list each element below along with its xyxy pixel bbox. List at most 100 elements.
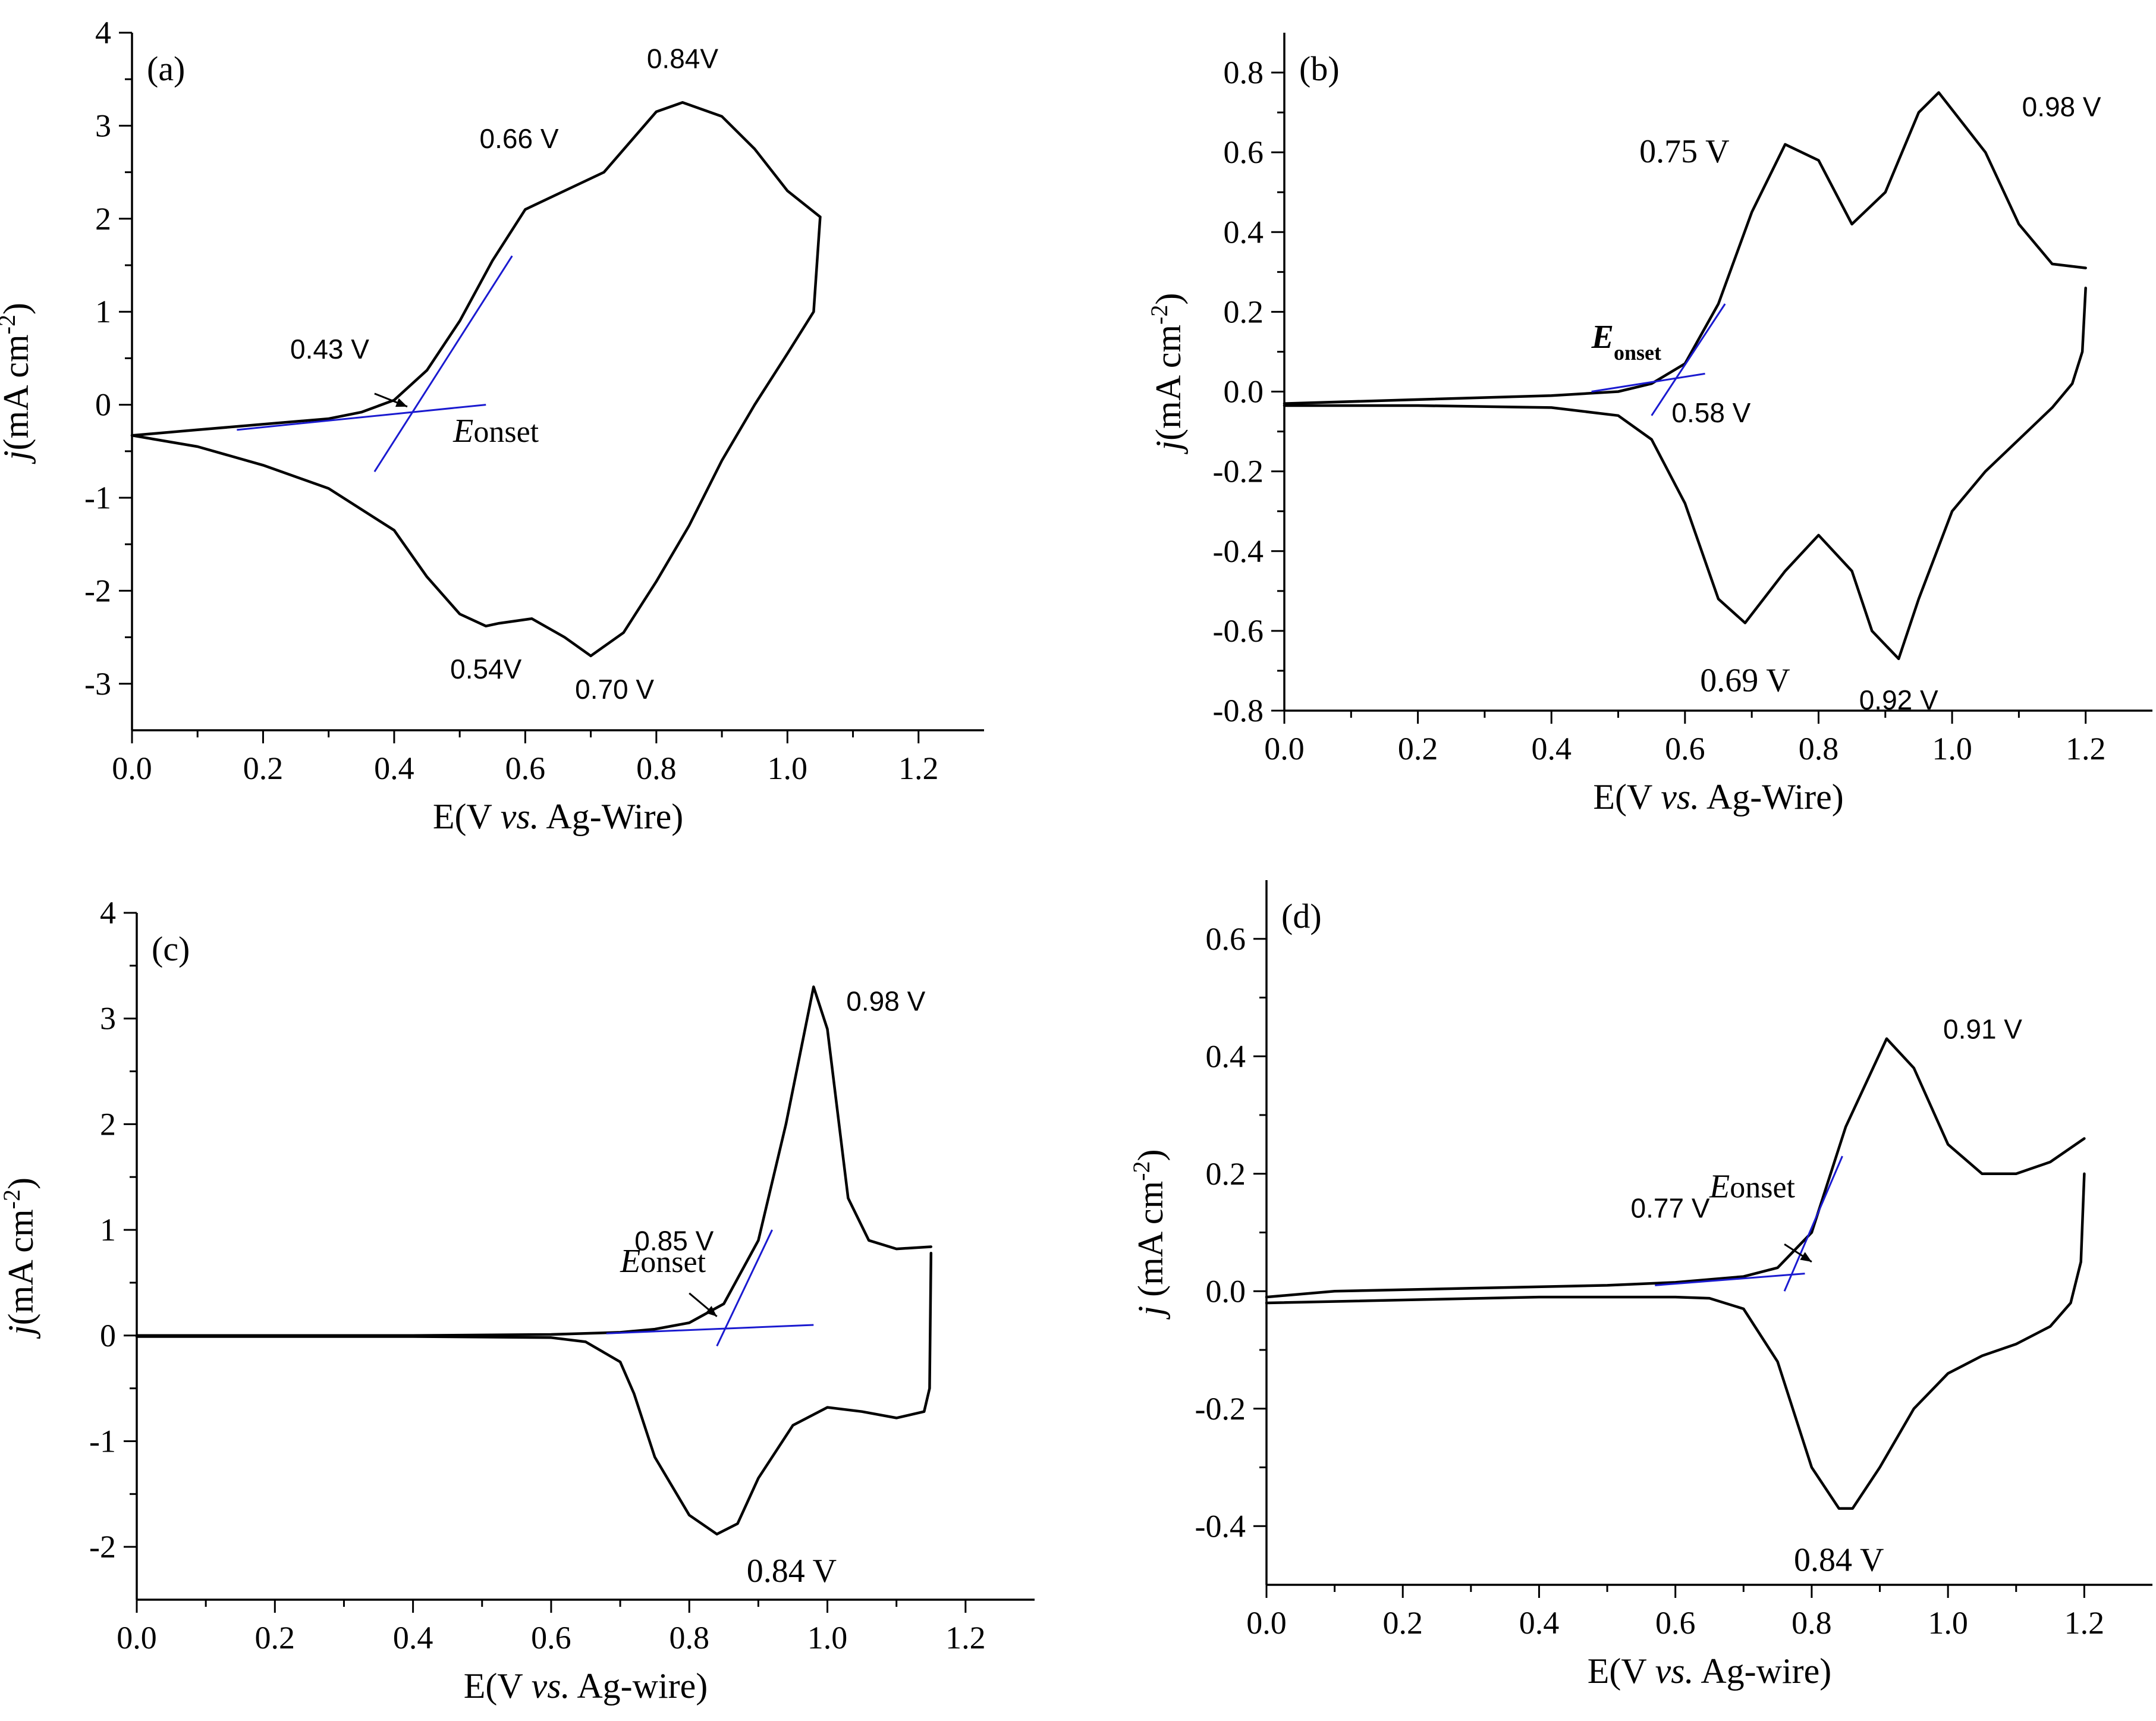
x-tick-label: 0.0 <box>117 1620 157 1656</box>
onset-label-e: E <box>620 1243 640 1280</box>
x-tick-label: 1.0 <box>1928 1605 1968 1641</box>
cv-curve-cathodic <box>135 1251 933 1536</box>
y-tick-label: -0.2 <box>1195 1391 1246 1427</box>
x-tick-label: 0.2 <box>1398 731 1438 767</box>
y-axis-title-part: -2 <box>0 315 20 334</box>
onset-label-e: E <box>1591 319 1614 356</box>
y-tick-label: 0 <box>100 1318 116 1353</box>
peak-annotation: 0.91 V <box>1943 1014 2022 1045</box>
x-axis-title-part: vs. <box>501 797 539 836</box>
onset-arrowhead <box>705 1305 717 1317</box>
x-tick-label: 0.2 <box>243 750 284 786</box>
x-axis-title-part: E(V <box>1588 1651 1655 1691</box>
onset-label-e: E <box>452 413 473 450</box>
y-axis-title-part: ) <box>1149 293 1188 305</box>
onset-tangent-line <box>716 1229 773 1347</box>
y-tick-label: -1 <box>89 1423 116 1459</box>
peak-annotation: 0.66 V <box>480 123 559 154</box>
x-tick-label: 0.6 <box>505 750 546 786</box>
peak-annotation: 0.84 V <box>747 1553 837 1590</box>
x-tick-label: 1.2 <box>898 750 939 786</box>
x-tick-label: 0.8 <box>1792 1605 1832 1641</box>
onset-tangent-line <box>606 1324 814 1334</box>
onset-label: Eonset <box>1591 319 1661 365</box>
peak-annotation: 0.77 V <box>1631 1193 1710 1224</box>
y-tick-label: 0.6 <box>1206 921 1246 957</box>
peak-annotation: 0.69 V <box>1700 662 1790 699</box>
peak-annotation: 0.84 V <box>1794 1542 1884 1579</box>
x-axis-title-part: vs. <box>1655 1651 1694 1691</box>
x-tick-label: 1.2 <box>945 1620 986 1656</box>
peak-annotation: 0.92 V <box>1859 684 1938 715</box>
y-tick-label: 2 <box>95 201 111 237</box>
x-tick-label: 0.4 <box>374 750 414 786</box>
x-tick-label: 0.4 <box>1531 731 1572 767</box>
x-tick-label: 0.6 <box>1665 731 1705 767</box>
y-tick-label: 0.0 <box>1206 1273 1246 1309</box>
peak-annotation: 0.98 V <box>2022 92 2101 123</box>
y-tick-label: 3 <box>100 1001 116 1037</box>
cv-curve-anodic <box>1283 91 2087 405</box>
panel-label: (a) <box>147 49 185 88</box>
panel-b: 0.0 0.2 0.4 0.6 0.8 1.0 1.2 -0.8 -0.6 -0.4 -0.2 0.0… <box>1146 33 2152 816</box>
y-axis-title-part: j <box>1131 1306 1170 1320</box>
x-tick-label: 1.2 <box>2064 1605 2105 1641</box>
y-tick-label: 0.4 <box>1224 214 1264 250</box>
x-axis-title-part: Ag-Wire) <box>1699 777 1844 816</box>
x-tick-label: 1.0 <box>1932 731 1972 767</box>
cv-curve-anodic <box>1265 1037 2086 1299</box>
onset-label-sub: onset <box>1614 341 1661 365</box>
y-tick-label: 0 <box>95 387 111 423</box>
x-tick-label: 0.0 <box>112 750 152 786</box>
cv-curve-anodic <box>135 985 933 1337</box>
peak-annotation: 0.84V <box>647 43 719 74</box>
y-axis-title-part: (mA cm <box>1149 325 1188 441</box>
y-tick-label: 3 <box>95 108 111 143</box>
y-axis-title: j (mA cm-2) <box>1128 1150 1171 1320</box>
x-tick-label: 0.0 <box>1264 731 1305 767</box>
onset-label-sub: onset <box>1730 1170 1795 1204</box>
y-tick-label: -0.6 <box>1213 613 1264 649</box>
cv-curve-cathodic <box>130 215 822 658</box>
onset-label: Eonset <box>452 413 539 450</box>
onset-tangent-line <box>1651 303 1726 416</box>
panel-label: (d) <box>1281 897 1322 935</box>
x-tick-label: 0.4 <box>393 1620 433 1656</box>
y-axis-title-part: -2 <box>0 1189 25 1209</box>
y-axis-title-part: (mA cm <box>1 1209 40 1325</box>
onset-tangent-line <box>373 255 513 473</box>
y-tick-label: -0.4 <box>1195 1508 1246 1544</box>
y-tick-label: 1 <box>95 294 111 329</box>
y-axis-title-part: j <box>1 1325 40 1339</box>
onset-arrowhead <box>1800 1252 1812 1262</box>
peak-annotation: 0.54V <box>450 654 522 684</box>
onset-label: Eonset <box>620 1243 706 1280</box>
y-axis-title-part: (mA cm <box>1131 1181 1170 1306</box>
y-tick-label: -0.8 <box>1213 693 1264 728</box>
y-axis-title-part: -2 <box>1128 1161 1155 1181</box>
x-axis-title-part: Ag-wire) <box>570 1666 708 1706</box>
y-axis-title: j(mA cm-2) <box>0 303 36 464</box>
x-tick-label: 0.6 <box>1655 1605 1696 1641</box>
x-tick-label: 0.2 <box>255 1620 296 1656</box>
y-tick-label: -3 <box>84 666 111 702</box>
x-axis-title-part: Ag-Wire) <box>539 797 684 836</box>
x-axis-title-part: vs. <box>532 1666 570 1706</box>
onset-label-sub: onset <box>640 1245 706 1279</box>
cv-curve-cathodic <box>1265 1172 2086 1510</box>
x-axis-title-part: Ag-wire) <box>1694 1651 1832 1691</box>
y-tick-label: 2 <box>100 1106 116 1142</box>
y-tick-label: -0.2 <box>1213 454 1264 489</box>
x-tick-label: 0.4 <box>1519 1605 1560 1641</box>
y-axis-title-part: ) <box>0 303 36 315</box>
x-tick-label: 0.0 <box>1246 1605 1287 1641</box>
peak-annotation: 0.85 V <box>634 1225 714 1256</box>
y-tick-label: -2 <box>84 573 111 608</box>
onset-arrowhead <box>395 398 407 407</box>
y-tick-label: 0.2 <box>1206 1156 1246 1192</box>
cv-curve-cathodic <box>1283 286 2087 661</box>
y-axis-title-part: ) <box>1131 1150 1170 1161</box>
y-tick-label: -0.4 <box>1213 533 1264 569</box>
x-axis-title: E(V vs. Ag-wire) <box>464 1666 708 1706</box>
cv-curve-anodic <box>130 101 822 437</box>
